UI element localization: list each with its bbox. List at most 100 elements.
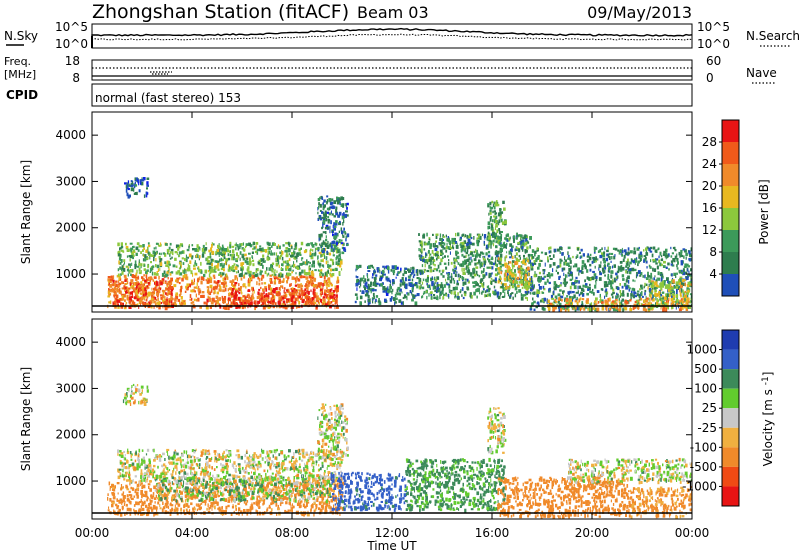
range-cell — [126, 294, 129, 299]
range-cell — [589, 268, 592, 272]
range-cell — [510, 273, 514, 277]
range-cell — [240, 243, 243, 246]
range-cell — [462, 271, 466, 275]
range-cell — [612, 265, 614, 269]
range-cell — [334, 287, 337, 292]
range-cell — [627, 285, 630, 288]
range-cell — [506, 239, 509, 242]
range-cell — [320, 286, 322, 290]
range-cell — [430, 277, 433, 282]
range-cell — [143, 254, 145, 257]
range-cell — [117, 253, 121, 257]
range-cell — [338, 253, 341, 257]
range-cell — [460, 289, 462, 292]
range-cell — [278, 306, 281, 309]
range-cell — [221, 244, 224, 248]
range-cell — [323, 251, 325, 256]
range-cell — [667, 280, 671, 285]
range-cell — [258, 293, 260, 297]
range-cell — [222, 246, 225, 250]
range-cell — [497, 295, 501, 300]
range-cell — [657, 284, 659, 288]
range-cell — [209, 298, 212, 302]
range-cell — [479, 264, 482, 269]
range-cell — [231, 253, 234, 257]
range-cell — [295, 292, 298, 296]
colorbar-tick-label: 20 — [702, 179, 717, 193]
range-cell — [644, 274, 646, 279]
range-cell — [402, 296, 405, 299]
range-cell — [356, 279, 358, 283]
range-cell — [318, 216, 321, 220]
range-cell — [578, 272, 580, 276]
range-cell — [466, 245, 469, 250]
range-cell — [232, 279, 234, 282]
range-cell — [464, 290, 466, 294]
range-cell — [503, 273, 505, 277]
data-cluster — [317, 195, 350, 254]
range-cell — [301, 269, 304, 274]
range-cell — [591, 276, 595, 281]
range-cell — [581, 305, 583, 309]
range-cell — [411, 292, 413, 296]
range-cell — [612, 307, 616, 312]
range-cell — [667, 289, 670, 292]
range-cell — [198, 257, 200, 261]
range-cell — [329, 268, 332, 272]
range-cell — [195, 298, 198, 302]
range-cell — [356, 287, 358, 291]
range-cell — [250, 274, 253, 279]
range-cell — [478, 288, 480, 292]
range-cell — [314, 294, 316, 298]
range-cell — [300, 288, 303, 291]
range-cell — [382, 265, 385, 268]
range-cell — [291, 252, 294, 255]
range-cell — [356, 276, 359, 279]
range-cell — [176, 277, 180, 281]
range-cell — [387, 270, 390, 274]
range-cell — [248, 242, 251, 246]
range-cell — [520, 282, 523, 286]
range-cell — [217, 260, 220, 263]
range-cell — [589, 256, 592, 261]
colorbar-tick-label: 8 — [709, 245, 717, 259]
range-cell — [400, 267, 402, 271]
range-cell — [310, 282, 312, 286]
range-cell — [336, 288, 339, 293]
range-cell — [213, 292, 215, 295]
range-cell — [619, 283, 621, 286]
range-cell — [618, 251, 620, 255]
range-cell — [224, 251, 226, 255]
range-cell — [419, 242, 422, 247]
range-cell — [247, 293, 250, 296]
range-cell — [464, 234, 467, 238]
range-cell — [140, 265, 142, 269]
range-cell — [682, 272, 686, 276]
range-cell — [325, 291, 327, 295]
range-cell — [114, 297, 118, 300]
range-cell — [233, 293, 236, 296]
range-cell — [118, 282, 122, 285]
range-cell — [494, 232, 498, 237]
range-cell — [398, 271, 401, 274]
range-cell — [205, 279, 207, 282]
range-cell — [283, 287, 286, 290]
range-cell — [599, 293, 601, 298]
range-cell — [147, 286, 150, 289]
range-cell — [526, 266, 530, 271]
range-cell — [494, 226, 496, 231]
range-cell — [231, 265, 235, 269]
range-cell — [238, 283, 240, 287]
range-cell — [334, 297, 336, 300]
range-cell — [498, 257, 500, 261]
range-cell — [288, 290, 290, 293]
range-cell — [450, 261, 453, 265]
range-cell — [184, 276, 188, 280]
range-cell — [252, 287, 254, 291]
range-cell — [663, 250, 666, 254]
range-cell — [627, 266, 630, 270]
range-cell — [375, 274, 378, 277]
range-cell — [380, 271, 383, 275]
range-cell — [399, 283, 402, 287]
range-cell — [656, 298, 658, 302]
